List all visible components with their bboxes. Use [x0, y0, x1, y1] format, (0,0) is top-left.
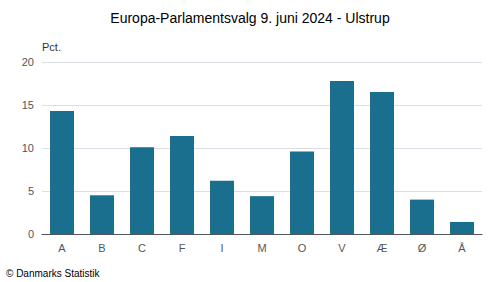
svg-text:Pct.: Pct.: [42, 41, 61, 53]
svg-text:C: C: [138, 242, 146, 254]
svg-text:O: O: [298, 242, 307, 254]
svg-text:10: 10: [22, 142, 34, 154]
svg-text:Å: Å: [458, 242, 466, 254]
svg-text:0: 0: [28, 228, 34, 240]
svg-text:5: 5: [28, 185, 34, 197]
svg-text:B: B: [98, 242, 105, 254]
svg-text:F: F: [179, 242, 186, 254]
svg-text:15: 15: [22, 99, 34, 111]
svg-text:I: I: [220, 242, 223, 254]
svg-text:Europa-Parlamentsvalg 9. juni: Europa-Parlamentsvalg 9. juni 2024 - Uls…: [110, 10, 390, 26]
svg-text:© Danmarks Statistik: © Danmarks Statistik: [6, 268, 101, 279]
svg-text:Ø: Ø: [418, 242, 427, 254]
svg-text:V: V: [338, 242, 346, 254]
svg-text:A: A: [58, 242, 66, 254]
svg-text:20: 20: [22, 56, 34, 68]
svg-text:M: M: [257, 242, 266, 254]
svg-text:Æ: Æ: [377, 242, 388, 254]
